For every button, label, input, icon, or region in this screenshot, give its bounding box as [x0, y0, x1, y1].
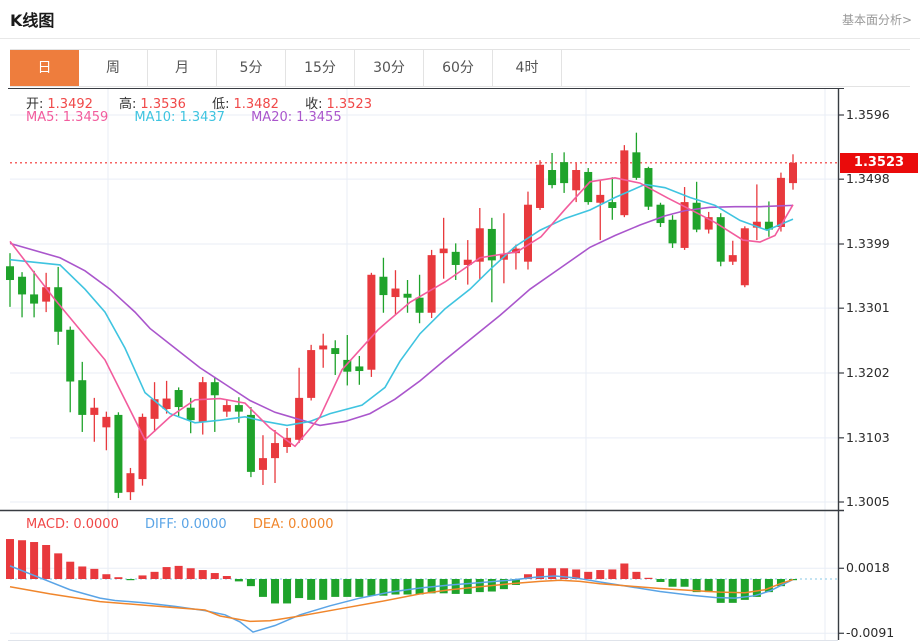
ma10-line — [9, 183, 794, 427]
header-divider — [0, 38, 920, 39]
ma10-value: 1.3437 — [179, 110, 225, 125]
ma5-line — [9, 177, 794, 448]
tab-month[interactable]: 月 — [148, 50, 217, 86]
page-title: K线图 — [10, 11, 55, 30]
ma20-line — [9, 204, 794, 427]
tab-60min[interactable]: 60分 — [424, 50, 493, 86]
y-axis-label: -0.0091 — [846, 625, 895, 641]
ma20-value: 1.3455 — [296, 110, 342, 125]
fundamental-analysis-link[interactable]: 基本面分析> — [841, 13, 912, 27]
ma5-value: 1.3459 — [62, 110, 109, 125]
y-axis-label: 1.3005 — [846, 494, 890, 509]
y-axis-label: 1.3202 — [846, 365, 890, 380]
high-value: 1.3536 — [140, 97, 186, 112]
ma-legend: MA5: 1.3459 MA10: 1.3437 MA20: 1.3455 — [26, 110, 346, 125]
macd-legend: MACD: 0.0000 DIFF: 0.0000 DEA: 0.0000 — [26, 517, 338, 532]
diff-line — [9, 565, 794, 633]
tab-4hour[interactable]: 4时 — [493, 50, 562, 86]
grid-layer — [10, 88, 838, 640]
y-axis-label: 1.3498 — [846, 171, 890, 187]
tab-day[interactable]: 日 — [10, 50, 79, 86]
open-label: 开: — [26, 97, 44, 112]
tab-30min[interactable]: 30分 — [355, 50, 424, 86]
current-price-label: 1.3523 — [840, 152, 918, 173]
macd-label: MACD: — [26, 517, 70, 532]
macd-value: 0.0000 — [73, 517, 119, 532]
y-axis-label: 1.3103 — [846, 429, 890, 445]
candlestick-layer — [6, 132, 797, 501]
close-value: 1.3523 — [326, 97, 372, 112]
tab-5min[interactable]: 5分 — [217, 50, 286, 86]
diff-label: DIFF: — [145, 517, 178, 532]
tab-15min[interactable]: 15分 — [286, 50, 355, 86]
y-axis-label: 1.3596 — [846, 107, 890, 122]
dea-label: DEA: — [252, 517, 285, 532]
dea-line — [9, 578, 794, 623]
y-axis-label: 1.3301 — [846, 300, 890, 316]
low-value: 1.3482 — [233, 97, 279, 112]
ma20-label: MA20: — [251, 110, 293, 125]
y-axis-label: 0.0018 — [846, 560, 890, 576]
open-value: 1.3492 — [47, 97, 93, 112]
ma10-label: MA10: — [134, 110, 176, 125]
high-label: 高: — [119, 97, 137, 112]
tab-week[interactable]: 周 — [79, 50, 148, 86]
diff-value: 0.0000 — [181, 517, 227, 532]
dea-value: 0.0000 — [288, 517, 334, 532]
timeframe-tabbar: 日 周 月 5分 15分 30分 60分 4时 — [10, 49, 910, 87]
low-label: 低: — [212, 97, 230, 112]
ma5-label: MA5: — [26, 110, 59, 125]
close-label: 收: — [305, 97, 323, 112]
y-axis-label: 1.3399 — [846, 236, 890, 251]
ohlc-legend: 开: 1.3492 高: 1.3536 低: 1.3482 收: 1.3523 — [26, 93, 376, 112]
